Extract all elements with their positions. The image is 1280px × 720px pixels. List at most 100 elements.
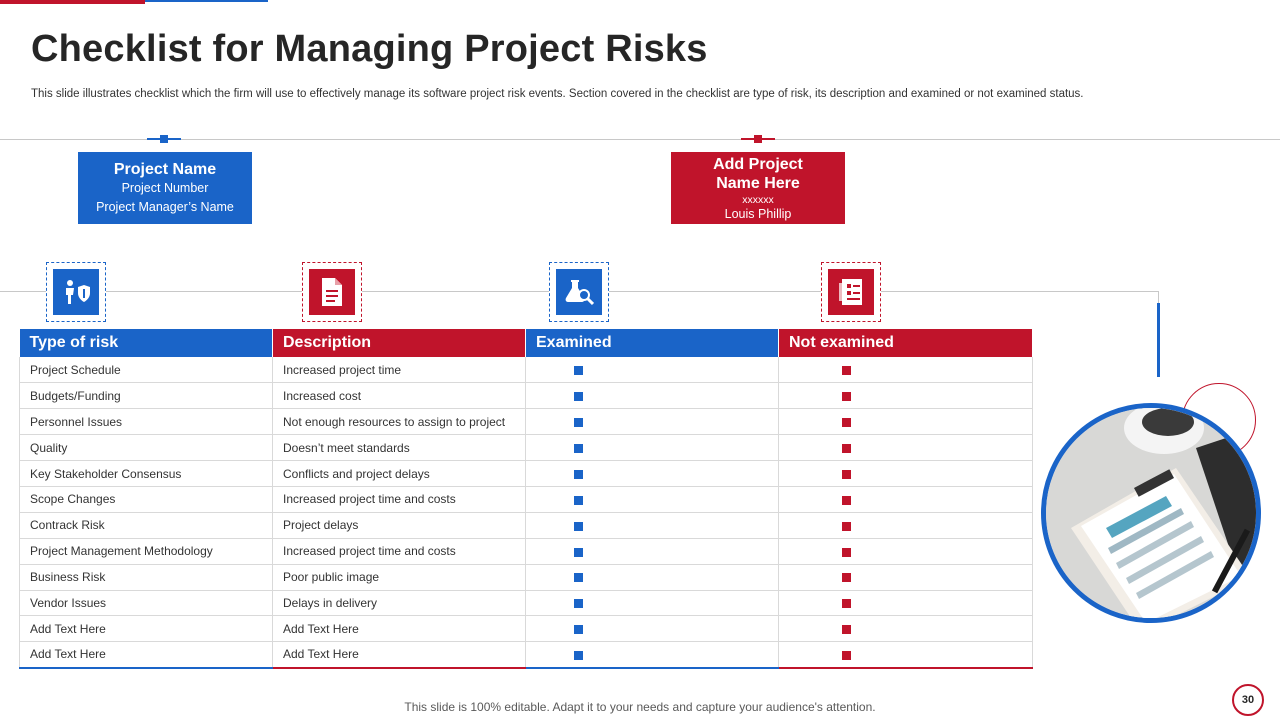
risk-type-cell: Contrack Risk xyxy=(19,512,273,539)
table-row: Project Management Methodology Increased … xyxy=(19,538,1033,565)
risk-description-cell: Delays in delivery xyxy=(272,590,526,617)
table-row: Budgets/Funding Increased cost xyxy=(19,382,1033,410)
not-examined-cell xyxy=(778,590,1033,617)
risk-description-cell: Conflicts and project delays xyxy=(272,460,526,487)
examined-checkbox[interactable] xyxy=(574,547,583,557)
not-examined-cell xyxy=(778,615,1033,643)
risk-checklist-table: Type of risk Description Examined Not ex… xyxy=(19,329,1033,669)
project-name-box[interactable]: Project Name Project Number Project Mana… xyxy=(78,152,252,224)
not-examined-checkbox[interactable] xyxy=(842,573,851,583)
risk-type-cell: Vendor Issues xyxy=(19,590,273,617)
examined-cell xyxy=(525,538,779,565)
risk-description-cell: Increased project time xyxy=(272,357,526,384)
not-examined-cell xyxy=(778,408,1033,436)
risk-description-cell: Increased cost xyxy=(272,382,526,410)
examined-cell xyxy=(525,512,779,539)
examined-cell xyxy=(525,357,779,384)
risk-description-cell: Add Text Here xyxy=(272,641,526,669)
examined-cell xyxy=(525,486,779,513)
table-row: Scope Changes Increased project time and … xyxy=(19,486,1033,513)
connector-marker-blue xyxy=(147,135,181,143)
divider-line-vertical xyxy=(1158,291,1159,305)
examined-checkbox[interactable] xyxy=(574,418,583,428)
examined-checkbox[interactable] xyxy=(574,573,583,583)
table-row: Quality Doesn’t meet standards xyxy=(19,434,1033,462)
checklist-clipboard-icon xyxy=(821,262,881,322)
not-examined-cell xyxy=(778,357,1033,384)
risk-type-cell: Quality xyxy=(19,434,273,462)
risk-description-cell: Add Text Here xyxy=(272,615,526,643)
not-examined-cell xyxy=(778,564,1033,591)
header-not-examined: Not examined xyxy=(778,329,1033,357)
examined-checkbox[interactable] xyxy=(574,495,583,505)
footer-text: This slide is 100% editable. Adapt it to… xyxy=(404,700,876,714)
slide-title: Checklist for Managing Project Risks xyxy=(31,28,708,70)
examined-checkbox[interactable] xyxy=(574,469,583,479)
not-examined-cell xyxy=(778,434,1033,462)
examined-cell xyxy=(525,434,779,462)
header-examined: Examined xyxy=(525,329,779,357)
risk-description-cell: Doesn’t meet standards xyxy=(272,434,526,462)
table-row: Add Text Here Add Text Here xyxy=(19,615,1033,643)
table-header-row: Type of risk Description Examined Not ex… xyxy=(19,329,1033,357)
examined-checkbox[interactable] xyxy=(574,625,583,635)
not-examined-checkbox[interactable] xyxy=(842,469,851,479)
risk-type-cell: Budgets/Funding xyxy=(19,382,273,410)
risk-person-shield-icon xyxy=(46,262,106,322)
header-type-of-risk: Type of risk xyxy=(19,329,273,357)
risk-description-cell: Increased project time and costs xyxy=(272,486,526,513)
examined-cell xyxy=(525,641,779,669)
not-examined-checkbox[interactable] xyxy=(842,625,851,635)
top-accent-red-bar xyxy=(0,0,145,4)
table-row: Key Stakeholder Consensus Conflicts and p… xyxy=(19,460,1033,487)
page-number: 30 xyxy=(1232,684,1264,716)
not-examined-checkbox[interactable] xyxy=(842,547,851,557)
examined-checkbox[interactable] xyxy=(574,443,583,453)
add-project-heading-2: Name Here xyxy=(716,174,800,192)
lab-flask-search-icon xyxy=(549,262,609,322)
examined-checkbox[interactable] xyxy=(574,599,583,609)
project-name-heading: Project Name xyxy=(113,160,217,178)
examined-cell xyxy=(525,382,779,410)
not-examined-checkbox[interactable] xyxy=(842,599,851,609)
not-examined-checkbox[interactable] xyxy=(842,418,851,428)
examined-checkbox[interactable] xyxy=(574,392,583,402)
risk-type-cell: Project Schedule xyxy=(19,357,273,384)
table-row: Project Schedule Increased project time xyxy=(19,357,1033,384)
top-accent-blue-bar xyxy=(145,0,268,2)
examined-checkbox[interactable] xyxy=(574,650,583,660)
accent-vertical-blue-line xyxy=(1157,303,1160,377)
risk-type-cell: Key Stakeholder Consensus xyxy=(19,460,273,487)
risk-type-cell: Add Text Here xyxy=(19,641,273,669)
not-examined-checkbox[interactable] xyxy=(842,366,851,376)
add-project-person: Louis Phillip xyxy=(724,206,792,221)
risk-type-cell: Project Management Methodology xyxy=(19,538,273,565)
not-examined-cell xyxy=(778,486,1033,513)
add-project-heading-1: Add Project xyxy=(713,155,803,173)
connector-marker-red xyxy=(741,135,775,143)
risk-type-cell: Add Text Here xyxy=(19,615,273,643)
examined-checkbox[interactable] xyxy=(574,366,583,376)
header-description: Description xyxy=(272,329,526,357)
not-examined-cell xyxy=(778,460,1033,487)
not-examined-checkbox[interactable] xyxy=(842,521,851,531)
risk-type-cell: Personnel Issues xyxy=(19,408,273,436)
not-examined-checkbox[interactable] xyxy=(842,650,851,660)
risk-description-cell: Not enough resources to assign to projec… xyxy=(272,408,526,436)
table-row: Contrack Risk Project delays xyxy=(19,512,1033,539)
risk-description-cell: Increased project time and costs xyxy=(272,538,526,565)
add-project-box[interactable]: Add Project Name Here xxxxxx Louis Phill… xyxy=(671,152,845,224)
risk-description-cell: Project delays xyxy=(272,512,526,539)
clipboard-photo xyxy=(1041,403,1261,623)
risk-description-cell: Poor public image xyxy=(272,564,526,591)
table-row: Add Text Here Add Text Here xyxy=(19,641,1033,669)
examined-checkbox[interactable] xyxy=(574,521,583,531)
examined-cell xyxy=(525,408,779,436)
not-examined-cell xyxy=(778,382,1033,410)
not-examined-checkbox[interactable] xyxy=(842,495,851,505)
not-examined-checkbox[interactable] xyxy=(842,392,851,402)
examined-cell xyxy=(525,460,779,487)
not-examined-checkbox[interactable] xyxy=(842,443,851,453)
risk-type-cell: Scope Changes xyxy=(19,486,273,513)
project-manager-label: Project Manager’s Name xyxy=(96,199,234,214)
